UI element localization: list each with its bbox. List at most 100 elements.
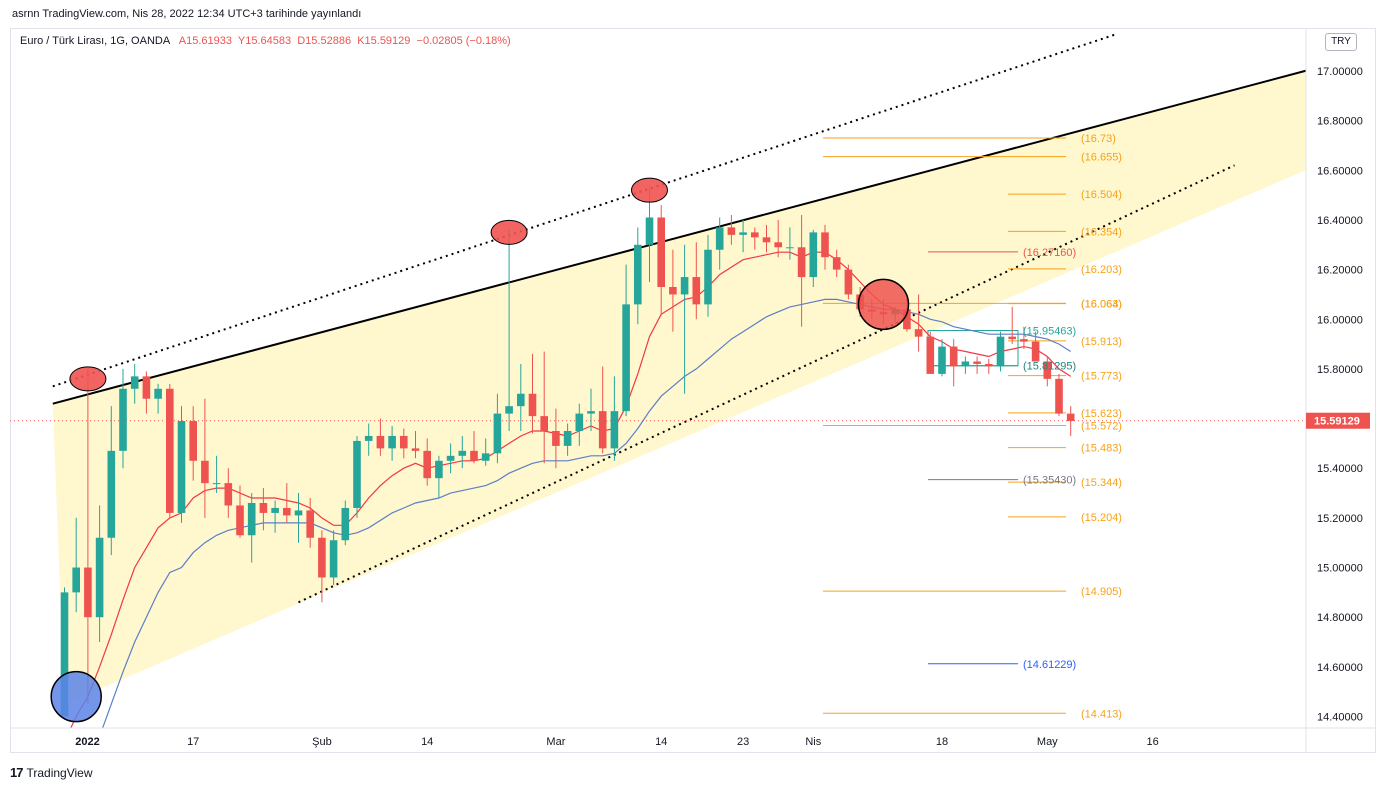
candle-body xyxy=(341,507,350,541)
highlight-ellipse xyxy=(69,366,107,392)
candle-body xyxy=(1043,361,1052,379)
candle-body xyxy=(505,406,513,414)
candle-body xyxy=(318,537,326,578)
legend-close: K15.59129 xyxy=(357,35,411,47)
candle-body xyxy=(610,411,619,449)
candle-body xyxy=(95,537,104,618)
tradingview-logo-icon[interactable]: 17 xyxy=(10,765,24,780)
legend-open: A15.61933 xyxy=(178,35,232,47)
y-tick-label: 15.40000 xyxy=(1317,463,1363,475)
candle-body xyxy=(844,269,853,295)
highlight-ellipse xyxy=(631,177,668,203)
x-tick-label: 18 xyxy=(936,736,948,748)
candle-body xyxy=(949,346,958,367)
fib-level-label: (15.913) xyxy=(1081,336,1122,348)
x-tick-label: 16 xyxy=(1146,736,1158,748)
plot-area xyxy=(10,32,1306,728)
last-price-badge xyxy=(1306,412,1370,429)
candle-body xyxy=(364,435,373,441)
fib-level-label: (16.063) xyxy=(1081,299,1122,311)
candle-body xyxy=(598,411,607,449)
candle-body xyxy=(177,421,186,513)
x-tick-label: May xyxy=(1037,736,1058,748)
y-tick-label: 16.20000 xyxy=(1317,265,1363,277)
candle-body xyxy=(1066,413,1075,422)
price-mark-label: (15.35430) xyxy=(1023,475,1076,487)
candle-body xyxy=(645,217,654,245)
candle-body xyxy=(634,244,642,305)
candle-body xyxy=(914,329,923,337)
candle-body xyxy=(283,507,291,516)
candle-body xyxy=(821,232,829,258)
candle-body xyxy=(540,416,548,431)
fib-level-label: (15.344) xyxy=(1081,477,1122,489)
legend-change: −0.02805 (−0.18%) xyxy=(416,35,511,47)
candle-body xyxy=(926,336,935,374)
channel-fill xyxy=(52,70,1306,705)
highlight-ellipse xyxy=(490,219,528,245)
candle-body xyxy=(259,502,268,513)
candle-body xyxy=(715,227,724,250)
candle-body xyxy=(575,413,584,431)
candle-body xyxy=(224,483,233,506)
candle-body xyxy=(657,217,665,287)
candle-body xyxy=(271,507,279,513)
candle-body xyxy=(1031,341,1040,362)
candle-body xyxy=(423,450,431,479)
currency-badge[interactable]: TRY xyxy=(1325,33,1357,51)
candle-body xyxy=(107,450,116,538)
candle-body xyxy=(84,567,92,618)
candle-body xyxy=(388,435,396,449)
fib-level-label: (16.354) xyxy=(1081,226,1122,238)
chart-legend: Euro / Türk Lirası, 1G, OANDA A15.61933 … xyxy=(20,35,511,47)
candle-body xyxy=(552,430,560,446)
price-mark-label: (15.95463) xyxy=(1023,326,1076,338)
x-tick-label: 2022 xyxy=(75,736,99,748)
candle-body xyxy=(306,510,314,538)
candle-body xyxy=(517,393,525,407)
x-tick-label: Mar xyxy=(546,736,565,748)
candle-body xyxy=(704,249,712,305)
fib-level-label: (16.504) xyxy=(1081,189,1122,201)
candle-body xyxy=(528,393,537,417)
candle-body xyxy=(961,361,970,367)
legend-high: Y15.64583 xyxy=(237,35,292,47)
candle-body xyxy=(236,505,244,536)
fib-level-label: (14.413) xyxy=(1081,708,1122,720)
candle-body xyxy=(400,435,408,449)
candle-body xyxy=(1008,336,1016,340)
x-tick-label: Nis xyxy=(805,736,821,748)
price-mark-label: (15.81295) xyxy=(1023,361,1076,373)
fib-level-label: (15.483) xyxy=(1081,443,1122,455)
fib-level-label: (14.905) xyxy=(1081,586,1122,598)
candle-body xyxy=(154,388,162,399)
candle-body xyxy=(60,592,69,717)
candle-body xyxy=(739,232,747,235)
y-tick-label: 16.40000 xyxy=(1317,215,1363,227)
dotted-lower-line xyxy=(298,164,1235,604)
candle-body xyxy=(786,247,794,249)
candle-body xyxy=(832,257,841,270)
y-tick-label: 15.00000 xyxy=(1317,563,1363,575)
highlight-circle-big xyxy=(50,670,102,723)
candle-body xyxy=(201,460,209,484)
fib-level-label: (16.655) xyxy=(1081,152,1122,164)
candle-body xyxy=(119,388,127,451)
candle-body xyxy=(353,440,361,508)
footer-brand[interactable]: TradingView xyxy=(26,765,93,780)
candle-body xyxy=(669,286,677,295)
y-tick-label: 16.00000 xyxy=(1317,314,1363,326)
fib-level-label: (16.73) xyxy=(1081,133,1116,145)
candle-body xyxy=(247,502,256,536)
candle-body xyxy=(692,277,701,305)
legend-symbol[interactable]: Euro / Türk Lirası, 1G, OANDA xyxy=(20,35,171,47)
candle-body xyxy=(435,460,443,479)
candle-body xyxy=(1020,339,1028,342)
candle-body xyxy=(166,388,174,513)
candle-body xyxy=(130,376,139,389)
candle-body xyxy=(622,304,630,412)
x-tick-label: 14 xyxy=(655,736,667,748)
x-tick-label: 17 xyxy=(187,736,199,748)
publish-line: asrnn TradingView.com, Nis 28, 2022 12:3… xyxy=(12,8,362,20)
